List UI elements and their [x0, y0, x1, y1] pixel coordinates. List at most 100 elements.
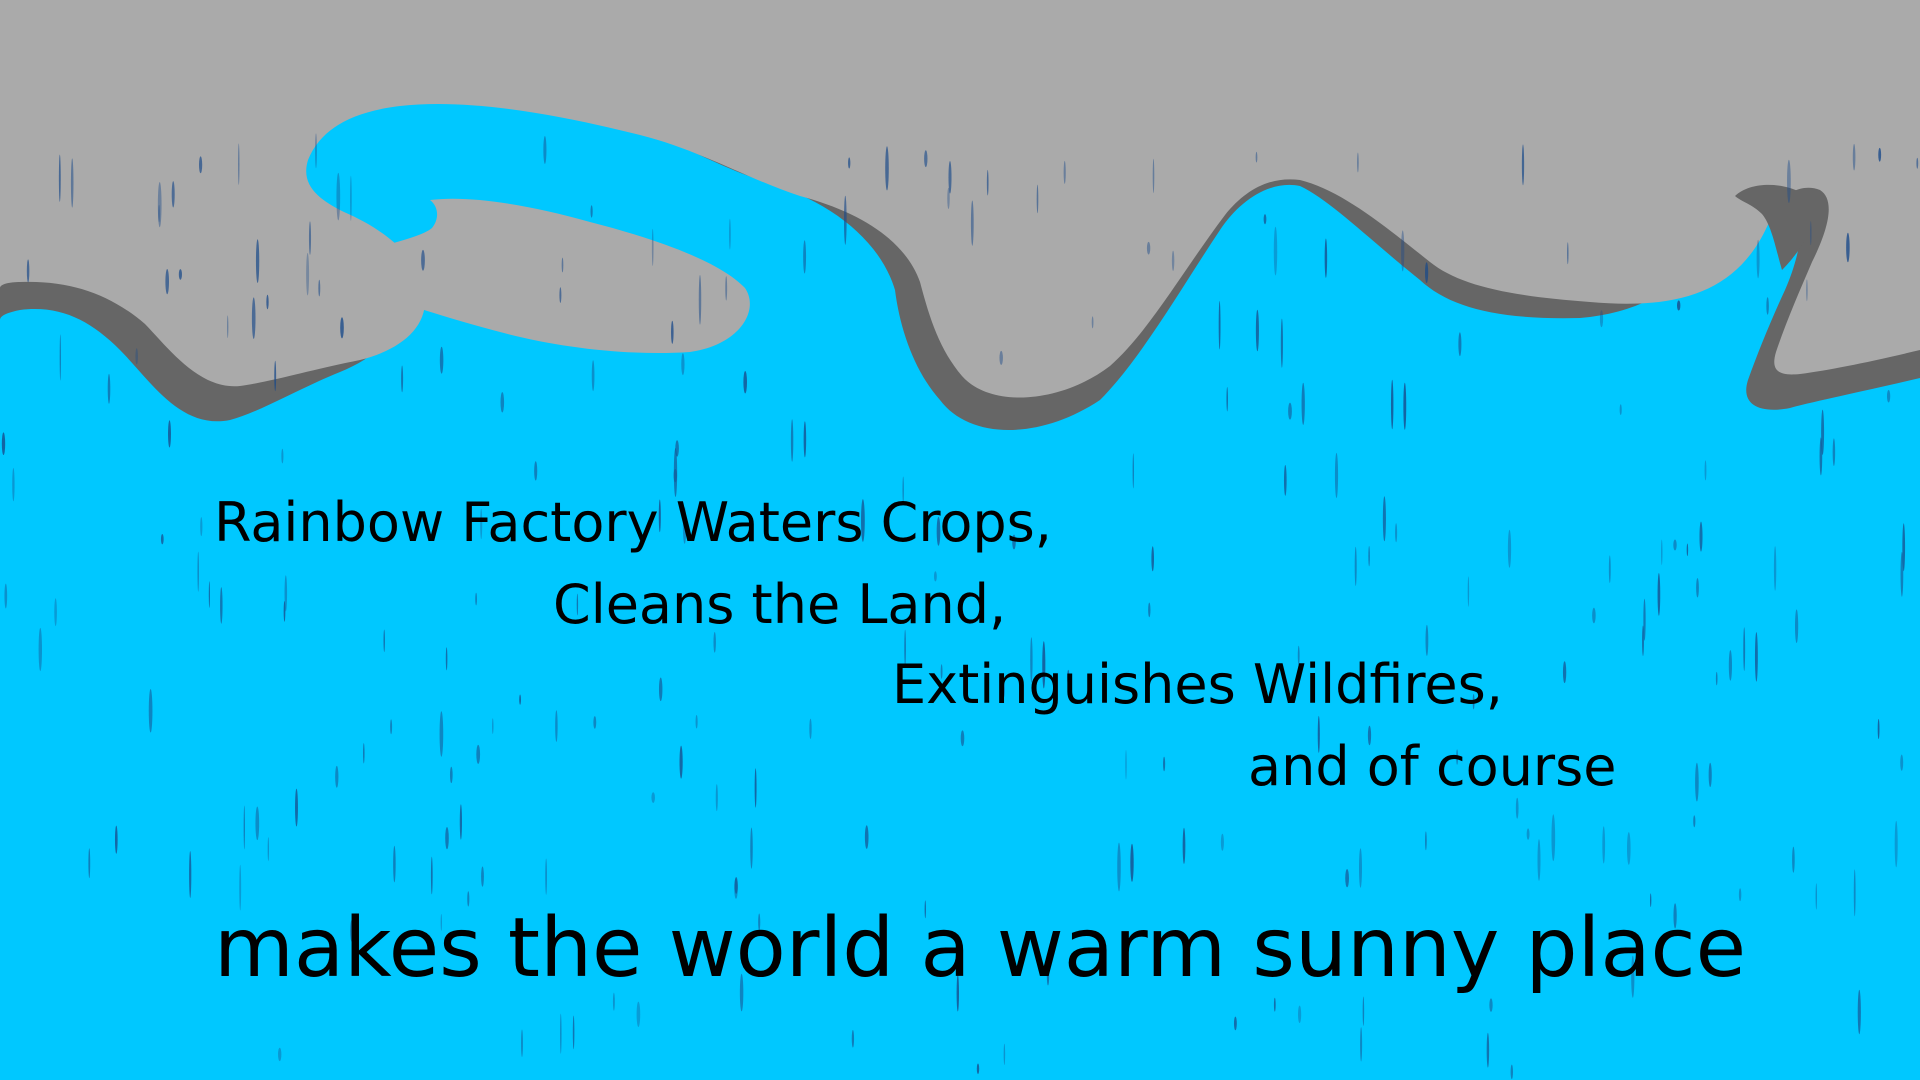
raindrop [500, 392, 505, 413]
raindrop [986, 169, 989, 196]
raindrop [713, 632, 716, 653]
raindrop [1425, 624, 1429, 656]
caption-headline: makes the world a warm sunny place [214, 901, 1747, 996]
raindrop [1012, 534, 1016, 550]
raindrop [1916, 157, 1919, 169]
raindrop [679, 745, 683, 779]
raindrop [1125, 749, 1127, 780]
raindrop [1288, 402, 1292, 420]
raindrop [682, 507, 687, 544]
raindrop [445, 647, 448, 671]
raindrop [336, 172, 341, 221]
raindrop [790, 419, 794, 462]
raindrop [1728, 650, 1732, 681]
raindrop [315, 133, 317, 169]
raindrop [1226, 387, 1228, 412]
raindrop [1686, 543, 1689, 557]
raindrop [1368, 546, 1370, 567]
raindrop [651, 792, 655, 803]
raindrop [1403, 382, 1407, 430]
raindrop [739, 973, 744, 1012]
raindrop [171, 181, 175, 208]
raindrop [58, 154, 61, 202]
raindrop [1699, 521, 1703, 552]
raindrop [902, 476, 904, 504]
raindrop [1900, 551, 1904, 597]
raindrop [1696, 578, 1699, 598]
raindrop [1046, 965, 1050, 986]
raindrop [476, 744, 481, 764]
wave-curl [353, 117, 757, 264]
raindrop [1354, 546, 1357, 587]
raindrop [283, 601, 286, 622]
raindrop [754, 768, 757, 808]
raindrop [1900, 754, 1904, 771]
raindrop [267, 837, 269, 862]
raindrop [1673, 539, 1677, 551]
raindrop [519, 694, 521, 705]
raindrop [1280, 318, 1283, 368]
raindrop [114, 825, 118, 854]
raindrop [1650, 893, 1652, 907]
raindrop [1677, 300, 1681, 311]
raindrop [1489, 998, 1493, 1012]
raindrop [1486, 1032, 1490, 1068]
raindrop [956, 974, 959, 1012]
raindrop [1567, 242, 1569, 265]
raindrop [1715, 671, 1718, 686]
raindrop [1657, 573, 1661, 616]
raindrop [1091, 316, 1094, 329]
raindrop [948, 161, 952, 194]
raindrop [1382, 496, 1386, 542]
raindrop [545, 858, 547, 895]
raindrop [1151, 546, 1154, 572]
raindrop [1738, 888, 1742, 902]
raindrop [1515, 797, 1519, 819]
raindrop [165, 269, 169, 295]
raindrop [612, 992, 615, 1011]
raindrop [1602, 826, 1606, 864]
raindrop [107, 373, 111, 404]
raindrop [481, 866, 484, 887]
raindrop [543, 136, 547, 164]
raindrop [1704, 460, 1707, 481]
raindrop [658, 677, 663, 702]
raindrop [1852, 143, 1856, 171]
raindrop [636, 1001, 641, 1027]
raindrop [430, 856, 433, 895]
raindrop [401, 365, 404, 393]
raindrop [1806, 279, 1808, 302]
caption-line-1: Rainbow Factory Waters Crops, [214, 491, 1052, 554]
raindrop [750, 827, 753, 869]
caption-line-3: Extinguishes Wildfires, [892, 653, 1503, 716]
raindrop [1526, 828, 1530, 840]
raindrop [1130, 843, 1134, 882]
raindrop [843, 195, 847, 245]
raindrop [350, 920, 354, 942]
wave-pocket [336, 198, 750, 354]
raindrop [534, 461, 538, 481]
raindrop [904, 629, 906, 667]
raindrop [281, 448, 284, 464]
raindrop [1218, 300, 1221, 350]
raindrop [38, 627, 42, 672]
raindrop [1673, 903, 1677, 929]
raindrop [1608, 555, 1611, 583]
raindrop [1754, 632, 1758, 682]
raindrop [885, 146, 889, 191]
raindrop [274, 360, 277, 392]
raindrop [1521, 144, 1525, 186]
raindrop [350, 175, 352, 221]
raindrop [1317, 715, 1320, 753]
raindrop [1857, 989, 1861, 1035]
raindrop [698, 275, 702, 325]
raindrop [1255, 309, 1259, 352]
raindrop [1902, 523, 1906, 572]
raindrop [1255, 151, 1258, 163]
raindrop [308, 221, 312, 255]
raindrop [999, 350, 1003, 365]
raindrop [266, 294, 269, 310]
raindrop [157, 182, 162, 228]
